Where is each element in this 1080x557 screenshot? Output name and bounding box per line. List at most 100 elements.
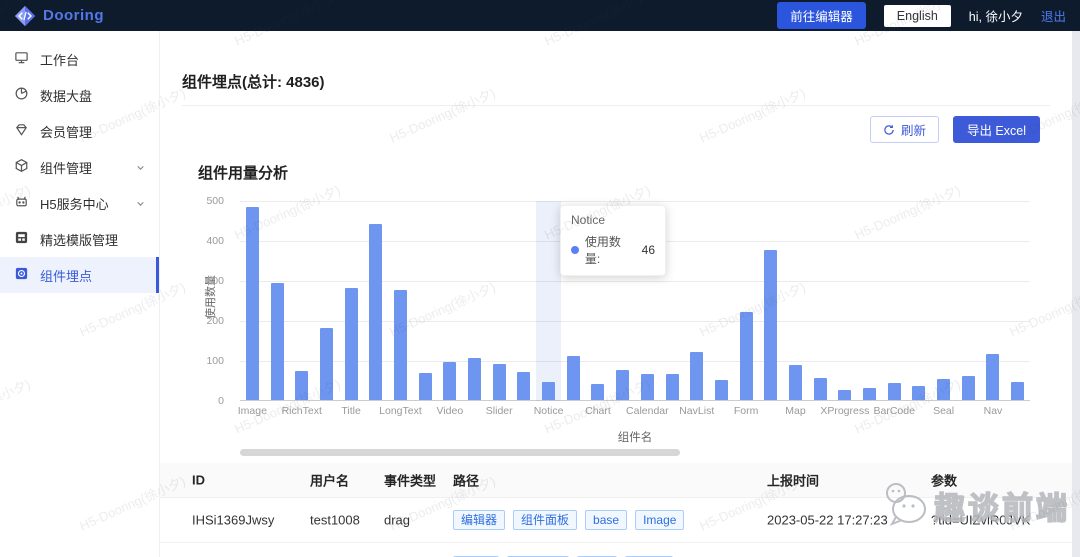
sidebar-item-templates[interactable]: 精选模版管理	[0, 221, 159, 257]
sidebar-item-members[interactable]: 会员管理	[0, 113, 159, 149]
template-icon	[14, 230, 29, 248]
bar-item-21[interactable]	[764, 249, 778, 400]
bar-Calendar[interactable]	[640, 374, 654, 400]
x-tick-label: LongText	[379, 405, 422, 417]
y-tick-label: 400	[206, 235, 224, 247]
chart-title: 组件用量分析	[198, 165, 289, 182]
bar-item-27[interactable]	[912, 385, 926, 400]
cell-time: 2023-05-22 17:27:23	[767, 512, 888, 528]
x-tick-label	[956, 405, 981, 417]
go-editor-button[interactable]: 前往编辑器	[777, 2, 866, 29]
bar-Map[interactable]	[788, 364, 802, 400]
bar-item-9[interactable]	[468, 357, 482, 400]
bar-item-1[interactable]	[270, 282, 284, 400]
events-table: ID 用户名 事件类型 路径 上报时间 参数 IHSi1369Jwsy test…	[160, 463, 1072, 557]
bar-Slider[interactable]	[492, 363, 506, 400]
bar-NavList[interactable]	[690, 352, 704, 400]
bar-Image[interactable]	[245, 206, 259, 400]
path-tag: base	[585, 510, 628, 530]
bar-item-7[interactable]	[418, 372, 432, 400]
bar-XProgress[interactable]	[838, 390, 852, 400]
bar-BarCode[interactable]	[887, 383, 901, 400]
chevron-down-icon	[136, 196, 145, 211]
desktop-icon	[14, 50, 29, 68]
bar-item-31[interactable]	[1011, 382, 1025, 400]
chart-plot[interactable]: 使用数量 0 100 200 300 400 500	[205, 195, 1030, 407]
logo[interactable]: Dooring	[14, 5, 104, 27]
cell-params: ?tid=UIZvlR0JVK	[931, 512, 1031, 528]
y-tick-label: 100	[206, 355, 224, 367]
x-tick-label: NavList	[679, 405, 715, 417]
col-header-id: ID	[192, 472, 205, 488]
bar-Nav[interactable]	[986, 353, 1000, 400]
sidebar-item-label: 精选模版管理	[40, 232, 119, 248]
bar-Video[interactable]	[443, 362, 457, 400]
x-tick-label	[1005, 405, 1030, 417]
x-tick-label	[462, 405, 487, 417]
export-excel-button[interactable]: 导出 Excel	[952, 116, 1040, 143]
bar-Chart[interactable]	[591, 383, 605, 400]
tracking-icon	[14, 266, 29, 284]
gridline	[240, 201, 1030, 202]
vertical-scrollbar-track[interactable]	[1072, 31, 1080, 557]
horizontal-scrollbar-thumb[interactable]	[240, 449, 680, 456]
x-tick-label: Chart	[585, 405, 611, 417]
y-tick-label: 300	[206, 275, 224, 287]
logout-link[interactable]: 退出	[1040, 10, 1066, 24]
x-tick-label: Notice	[533, 405, 564, 417]
sidebar-item-dashboard[interactable]: 数据大盘	[0, 77, 159, 113]
bar-item-25[interactable]	[863, 387, 877, 400]
tooltip-series: 使用数量:	[584, 235, 621, 266]
dooring-logo-icon	[14, 5, 36, 27]
refresh-button[interactable]: 刷新	[869, 116, 939, 143]
bar-item-17[interactable]	[665, 373, 679, 400]
bar-item-23[interactable]	[813, 378, 827, 400]
cell-path-tags: 编辑器 组件面板 base Image	[453, 510, 692, 530]
col-header-params: 参数	[931, 473, 958, 489]
language-button[interactable]: English	[883, 4, 951, 27]
bar-Title[interactable]	[344, 288, 358, 400]
table-row-partial	[160, 543, 1072, 557]
cube-icon	[14, 158, 29, 176]
bar-item-19[interactable]	[714, 380, 728, 400]
sidebar-item-components[interactable]: 组件管理	[0, 149, 159, 185]
bar-item-13[interactable]	[566, 355, 580, 400]
sidebar-item-workbench[interactable]: 工作台	[0, 41, 159, 77]
bar-Notice[interactable]	[542, 381, 556, 400]
x-tick-label: Seal	[933, 405, 955, 417]
col-header-path: 路径	[453, 473, 480, 489]
x-tick-label: Calendar	[626, 405, 669, 417]
bar-item-15[interactable]	[616, 370, 630, 400]
bar-item-29[interactable]	[961, 376, 975, 400]
table-row: IHSi1369Jwsy test1008 drag 编辑器 组件面板 base Im…	[160, 498, 1072, 543]
sidebar-item-label: 组件管理	[40, 160, 93, 176]
gem-icon	[14, 122, 29, 140]
col-header-user: 用户名	[310, 473, 350, 489]
bar-RichText[interactable]	[295, 371, 309, 400]
bar-LongText[interactable]	[393, 290, 407, 400]
sidebar-item-h5-service[interactable]: H5服务中心	[0, 185, 159, 221]
robot-icon	[14, 194, 29, 212]
pie-chart-icon	[14, 86, 29, 104]
gridline	[240, 321, 1030, 322]
sidebar-item-tracking[interactable]: 组件埋点	[0, 257, 159, 293]
bar-Seal[interactable]	[937, 378, 951, 400]
cell-id: IHSi1369Jwsy	[192, 512, 275, 528]
y-axis-labels: 0 100 200 300 400 500	[192, 195, 232, 407]
cell-event: drag	[384, 512, 411, 528]
tooltip-value: 46	[641, 243, 655, 257]
x-tick-label	[512, 405, 537, 417]
bar-Form[interactable]	[739, 312, 753, 400]
sidebar-item-label: 组件埋点	[40, 268, 93, 284]
gridline	[240, 281, 1030, 282]
bar-item-3[interactable]	[319, 328, 333, 400]
bar-item-5[interactable]	[369, 224, 383, 400]
refresh-icon	[883, 124, 895, 136]
y-tick-label: 200	[206, 315, 224, 327]
sidebar-item-label: H5服务中心	[40, 196, 109, 212]
x-axis-title: 组件名	[617, 432, 653, 444]
x-tick-label: Form	[733, 405, 759, 417]
x-tick-label	[709, 405, 734, 417]
x-tick-label: Image	[237, 405, 267, 417]
bar-item-11[interactable]	[517, 371, 531, 400]
